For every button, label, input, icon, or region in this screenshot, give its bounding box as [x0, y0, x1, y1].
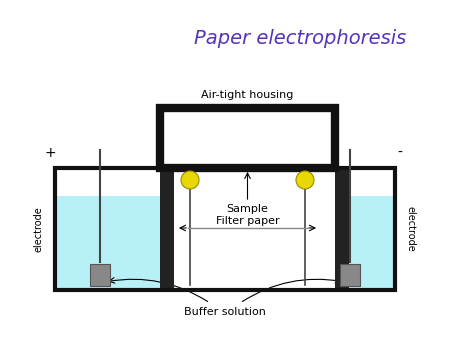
Circle shape	[296, 171, 314, 189]
Text: +: +	[44, 146, 56, 160]
Bar	[349, 196, 395, 290]
Bar	[160, 168, 174, 290]
Bar	[55, 168, 395, 290]
Text: -: -	[397, 146, 402, 160]
Text: Buffer solution: Buffer solution	[184, 307, 266, 317]
Text: Filter paper: Filter paper	[216, 216, 279, 226]
Text: Paper electrophoresis: Paper electrophoresis	[194, 28, 406, 48]
Bar	[335, 168, 349, 290]
Text: electrode: electrode	[34, 206, 44, 252]
Bar	[55, 196, 160, 290]
Bar	[160, 108, 335, 168]
Bar	[340, 264, 360, 286]
Text: Air-tight housing: Air-tight housing	[201, 90, 294, 100]
Bar	[90, 264, 110, 286]
Circle shape	[181, 171, 199, 189]
Text: Sample: Sample	[226, 204, 269, 214]
Text: electrode: electrode	[406, 206, 416, 252]
